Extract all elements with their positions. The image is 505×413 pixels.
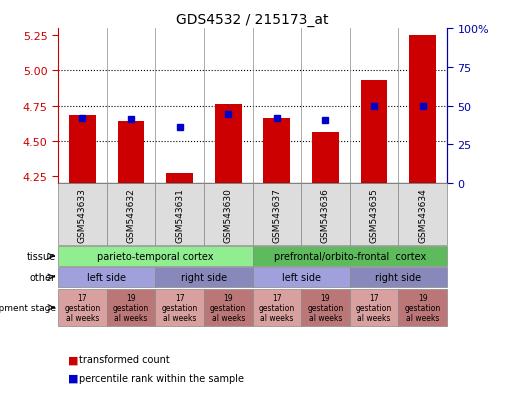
Text: right side: right side (375, 272, 421, 282)
Text: GSM543630: GSM543630 (224, 188, 233, 242)
Text: 19
gestation
al weeks: 19 gestation al weeks (113, 293, 149, 323)
Text: GSM543637: GSM543637 (272, 188, 281, 242)
Text: GSM543632: GSM543632 (126, 188, 135, 242)
Text: development stage: development stage (0, 303, 56, 312)
Bar (264, 119, 290, 184)
Text: other: other (30, 272, 56, 282)
Bar (409, 36, 436, 184)
Text: 17
gestation
al weeks: 17 gestation al weeks (162, 293, 198, 323)
Text: 17
gestation
al weeks: 17 gestation al weeks (64, 293, 100, 323)
Bar (215, 105, 241, 184)
Text: percentile rank within the sample: percentile rank within the sample (79, 373, 244, 383)
Text: ■: ■ (68, 373, 79, 383)
Text: 19
gestation
al weeks: 19 gestation al weeks (210, 293, 246, 323)
Bar (118, 122, 144, 184)
Text: tissue: tissue (26, 252, 56, 261)
Text: GSM543636: GSM543636 (321, 188, 330, 242)
Text: transformed count: transformed count (79, 354, 170, 364)
Text: parieto-temporal cortex: parieto-temporal cortex (97, 252, 214, 261)
Text: prefrontal/orbito-frontal  cortex: prefrontal/orbito-frontal cortex (274, 252, 426, 261)
Text: GSM543633: GSM543633 (78, 188, 87, 242)
Bar (166, 174, 193, 184)
Text: left side: left side (87, 272, 126, 282)
Bar (312, 133, 339, 184)
Text: 19
gestation
al weeks: 19 gestation al weeks (405, 293, 441, 323)
Text: GSM543635: GSM543635 (370, 188, 379, 242)
Title: GDS4532 / 215173_at: GDS4532 / 215173_at (176, 12, 329, 26)
Text: 19
gestation
al weeks: 19 gestation al weeks (307, 293, 343, 323)
Text: 17
gestation
al weeks: 17 gestation al weeks (259, 293, 295, 323)
Bar (69, 116, 96, 184)
Text: ■: ■ (68, 354, 79, 364)
Text: GSM543634: GSM543634 (418, 188, 427, 242)
Text: GSM543631: GSM543631 (175, 188, 184, 242)
Text: right side: right side (181, 272, 227, 282)
Bar (361, 81, 387, 184)
Text: left side: left side (282, 272, 321, 282)
Text: 17
gestation
al weeks: 17 gestation al weeks (356, 293, 392, 323)
